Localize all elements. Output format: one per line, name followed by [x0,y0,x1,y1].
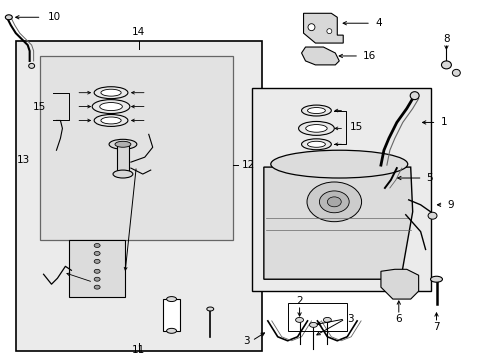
Ellipse shape [94,277,100,281]
Ellipse shape [306,182,361,222]
Ellipse shape [301,139,331,150]
Ellipse shape [101,89,121,96]
Text: 12: 12 [242,160,255,170]
Ellipse shape [115,141,131,147]
Ellipse shape [270,150,407,178]
Bar [251,88,429,291]
Polygon shape [264,167,412,279]
Text: 6: 6 [395,314,401,324]
Text: 8: 8 [442,34,449,44]
Ellipse shape [309,323,317,327]
Ellipse shape [166,328,176,333]
Ellipse shape [326,29,331,33]
Ellipse shape [307,141,325,147]
Ellipse shape [298,121,334,135]
Text: 4: 4 [374,18,381,28]
Ellipse shape [113,170,133,178]
Ellipse shape [295,318,303,323]
Text: 16: 16 [362,51,376,61]
Ellipse shape [94,87,128,99]
Ellipse shape [94,269,100,273]
Text: 15: 15 [349,122,363,132]
Text: 7: 7 [432,322,439,332]
Ellipse shape [326,197,341,207]
Ellipse shape [206,307,213,311]
Bar [287,303,346,331]
Text: 9: 9 [447,200,453,210]
Text: 11: 11 [132,345,145,355]
Ellipse shape [323,318,331,323]
Ellipse shape [319,191,348,213]
Polygon shape [380,269,418,299]
Ellipse shape [29,63,35,68]
Ellipse shape [305,125,326,132]
Bar [16,41,262,351]
Text: 1: 1 [440,117,446,127]
Text: 3: 3 [243,336,249,346]
Text: 15: 15 [33,102,46,112]
Ellipse shape [301,105,331,116]
Text: 5: 5 [426,173,432,183]
Bar [69,239,124,297]
Ellipse shape [441,61,450,69]
Ellipse shape [94,251,100,255]
Ellipse shape [109,139,137,149]
Ellipse shape [307,108,325,113]
Text: 2: 2 [296,296,302,306]
Ellipse shape [307,24,314,31]
Text: 14: 14 [132,27,145,37]
Polygon shape [301,47,339,65]
Polygon shape [303,13,343,43]
Ellipse shape [92,100,130,113]
Text: 10: 10 [47,12,61,22]
Ellipse shape [427,212,436,219]
Ellipse shape [429,276,442,282]
Ellipse shape [94,243,100,247]
Text: 3: 3 [346,314,353,324]
Text: 13: 13 [17,155,30,165]
Bar [117,144,129,174]
Ellipse shape [94,260,100,264]
Ellipse shape [94,114,128,126]
Ellipse shape [101,117,121,124]
Bar [40,56,233,239]
Ellipse shape [5,15,12,20]
Ellipse shape [94,285,100,289]
Ellipse shape [409,92,418,100]
Ellipse shape [166,297,176,302]
Bar [163,299,180,331]
Ellipse shape [451,69,459,76]
Ellipse shape [100,103,122,111]
